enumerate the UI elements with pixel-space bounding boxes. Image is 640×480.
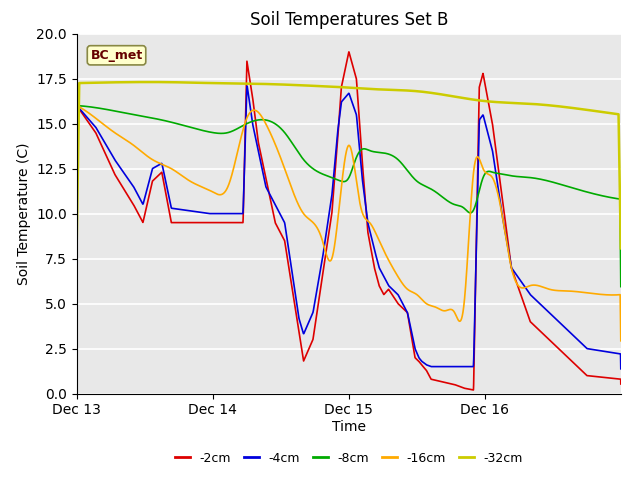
-8cm xyxy=(432,189,440,195)
-4cm xyxy=(113,160,120,166)
-8cm xyxy=(74,103,81,108)
-32cm xyxy=(216,80,223,86)
-2cm xyxy=(617,381,625,387)
-4cm xyxy=(100,139,108,144)
Line: -2cm: -2cm xyxy=(77,52,621,390)
-4cm xyxy=(73,247,81,252)
Line: -4cm: -4cm xyxy=(77,86,621,369)
-16cm xyxy=(289,190,297,196)
-16cm xyxy=(617,338,625,344)
-32cm xyxy=(432,91,440,96)
-2cm xyxy=(470,387,477,393)
Legend: -2cm, -4cm, -8cm, -16cm, -32cm: -2cm, -4cm, -8cm, -16cm, -32cm xyxy=(170,447,528,469)
-8cm xyxy=(216,131,223,136)
-4cm xyxy=(289,278,297,284)
-32cm xyxy=(289,82,297,88)
-8cm xyxy=(289,142,297,148)
-16cm xyxy=(74,103,81,109)
-32cm xyxy=(617,246,625,252)
-4cm xyxy=(617,366,625,372)
-8cm xyxy=(113,108,121,114)
-2cm xyxy=(100,148,108,154)
-32cm xyxy=(113,79,120,85)
-4cm xyxy=(216,211,223,216)
-2cm xyxy=(289,293,297,299)
X-axis label: Time: Time xyxy=(332,420,366,434)
-16cm xyxy=(216,192,223,198)
Title: Soil Temperatures Set B: Soil Temperatures Set B xyxy=(250,11,448,29)
-2cm xyxy=(285,268,293,274)
-2cm xyxy=(345,49,353,55)
Text: BC_met: BC_met xyxy=(90,49,143,62)
-16cm xyxy=(432,304,440,310)
-8cm xyxy=(73,247,81,252)
-4cm xyxy=(285,252,293,258)
Line: -16cm: -16cm xyxy=(77,106,621,341)
-16cm xyxy=(100,122,108,128)
-16cm xyxy=(73,237,81,243)
-32cm xyxy=(145,79,153,85)
-2cm xyxy=(113,175,120,180)
-16cm xyxy=(113,131,121,137)
-8cm xyxy=(617,284,625,289)
-2cm xyxy=(432,377,440,383)
-32cm xyxy=(285,82,293,88)
Y-axis label: Soil Temperature (C): Soil Temperature (C) xyxy=(17,143,31,285)
-32cm xyxy=(100,80,108,85)
-2cm xyxy=(216,220,223,226)
-32cm xyxy=(73,236,81,241)
-16cm xyxy=(285,179,293,185)
-4cm xyxy=(243,83,251,89)
-2cm xyxy=(73,199,81,204)
-4cm xyxy=(432,364,440,370)
-8cm xyxy=(285,136,293,142)
Line: -8cm: -8cm xyxy=(77,106,621,287)
-8cm xyxy=(100,106,108,112)
Line: -32cm: -32cm xyxy=(77,82,621,249)
